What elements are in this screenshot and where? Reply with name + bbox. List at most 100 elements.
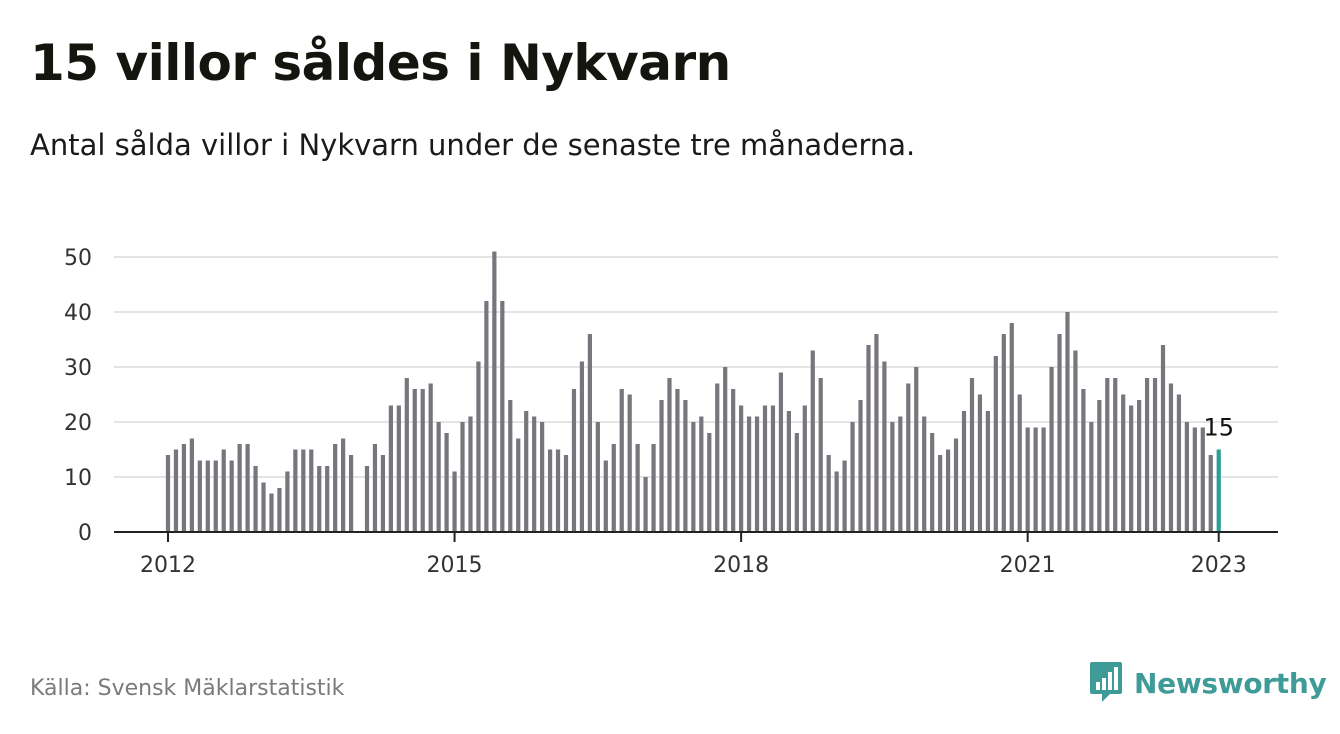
bar: [269, 493, 274, 532]
bar: [619, 389, 624, 532]
bar: [953, 438, 959, 532]
bar: [213, 460, 218, 532]
bar: [364, 466, 370, 532]
bar: [651, 444, 656, 532]
bar: [969, 378, 975, 532]
bar: [1033, 427, 1038, 532]
y-tick-label: 50: [64, 246, 92, 271]
bar: [404, 378, 409, 532]
bar: [882, 361, 887, 532]
y-axis-ticks: 0 10 20 30 40 50: [64, 246, 92, 546]
bar: [285, 471, 290, 532]
bar: [1152, 378, 1158, 532]
bar: [826, 455, 831, 532]
bar: [1184, 422, 1189, 532]
bar: [922, 416, 927, 532]
bar: [659, 400, 664, 532]
bar: [380, 455, 386, 532]
bar: [794, 433, 799, 532]
bar: [333, 444, 338, 532]
bar: [611, 444, 616, 532]
bar: [563, 455, 569, 532]
bar: [1017, 394, 1022, 532]
bar: [818, 378, 823, 532]
bar: [221, 449, 226, 532]
bar: [1200, 427, 1205, 532]
bar: [587, 334, 592, 532]
bar: [707, 433, 712, 532]
bar: [229, 460, 234, 532]
bar: [532, 416, 537, 532]
bar: [516, 438, 521, 532]
bar: [778, 372, 784, 532]
bar: [277, 488, 282, 532]
last-value-label: 15: [1203, 414, 1234, 442]
gridlines: [114, 256, 1278, 478]
x-tick-label: 2021: [1000, 553, 1056, 578]
brand-logo[interactable]: Newsworthy: [1088, 660, 1327, 706]
bar: [802, 405, 807, 532]
brand-name: Newsworthy: [1134, 666, 1327, 700]
bar: [173, 449, 179, 532]
bar: [555, 449, 561, 532]
bar: [627, 394, 632, 532]
bar: [1025, 427, 1030, 532]
bar: [850, 422, 855, 532]
bar: [237, 444, 242, 532]
bar: [754, 416, 760, 532]
bar: [874, 334, 879, 532]
bar: [444, 433, 449, 532]
bar: [1168, 383, 1174, 532]
bar: [452, 471, 457, 532]
bar: [293, 449, 298, 532]
bar: [388, 405, 393, 532]
y-tick-label: 30: [64, 356, 92, 381]
bar: [898, 416, 903, 532]
bar: [372, 444, 378, 532]
bar: [428, 383, 433, 532]
highlight-bar: [1216, 449, 1221, 532]
bar: [842, 460, 847, 532]
bar: [460, 422, 465, 532]
bar: [1081, 389, 1086, 532]
bar: [468, 416, 473, 532]
bar: [723, 367, 728, 532]
x-tick-label: 2023: [1191, 553, 1247, 578]
bar: [699, 416, 704, 532]
bar: [1192, 427, 1197, 532]
bar: [1001, 334, 1006, 532]
bar: [1105, 378, 1110, 532]
bar: [993, 356, 998, 532]
bar: [1137, 400, 1142, 532]
bar: [508, 400, 513, 532]
bar: [1097, 400, 1102, 532]
y-tick-label: 10: [64, 466, 92, 491]
bar: [858, 400, 863, 532]
x-tick-label: 2015: [427, 553, 483, 578]
bar: [579, 361, 585, 532]
bar: [205, 460, 210, 532]
bar: [675, 389, 680, 532]
chart-title: 15 villor såldes i Nykvarn: [30, 34, 731, 92]
bars: [165, 251, 1221, 532]
chart-subtitle: Antal sålda villor i Nykvarn under de se…: [30, 128, 916, 162]
bar: [253, 466, 258, 532]
bar: [540, 422, 545, 532]
bar: [1176, 394, 1182, 532]
bar: [834, 471, 839, 532]
bar: [985, 411, 990, 532]
bar: [245, 444, 250, 532]
bar: [1129, 405, 1134, 532]
bar: [1065, 312, 1070, 532]
bar: [1073, 350, 1078, 532]
y-tick-label: 40: [64, 301, 92, 326]
bar: [906, 383, 911, 532]
bar: [1089, 422, 1094, 532]
bar: [603, 460, 608, 532]
bar: [930, 433, 935, 532]
bar: [1121, 394, 1126, 532]
bar: [301, 449, 306, 532]
y-tick-label: 20: [64, 411, 92, 436]
bar: [476, 361, 481, 532]
